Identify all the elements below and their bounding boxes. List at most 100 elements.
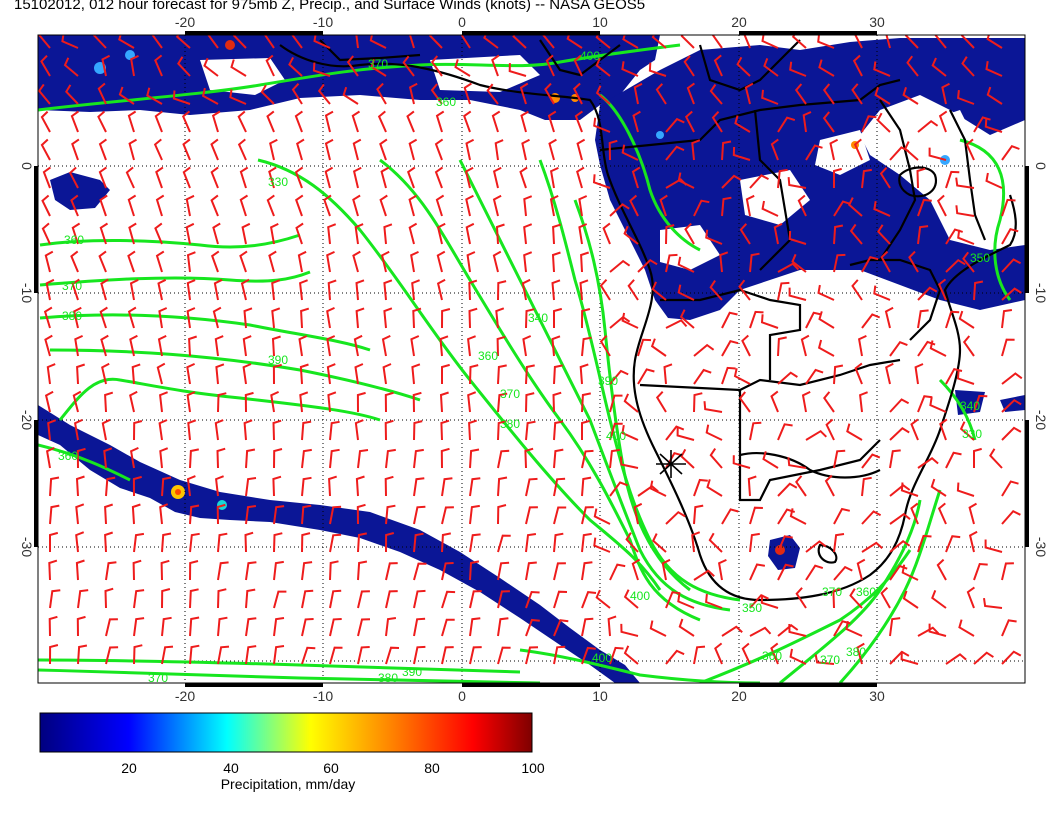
wind-barb-icon [329, 448, 340, 469]
wind-barb-icon [327, 223, 337, 245]
wind-barb-icon [454, 59, 471, 77]
wind-barb-icon [525, 646, 539, 665]
wind-barb-icon [232, 35, 247, 49]
wind-barb-icon [1001, 287, 1022, 301]
wind-barb-icon [665, 425, 685, 441]
wind-barb-icon [574, 110, 583, 133]
wind-barb-icon [581, 308, 591, 329]
wind-barb-icon [917, 534, 932, 553]
wind-barb-icon [73, 418, 83, 441]
wind-barb-icon [441, 646, 454, 665]
wind-barb-icon [637, 368, 655, 385]
wind-barb-icon [352, 194, 361, 217]
wind-barb-icon [214, 335, 224, 357]
wind-barb-icon [861, 313, 881, 329]
wind-barb-icon [441, 363, 450, 384]
wind-barb-icon [663, 363, 673, 385]
wind-barb-icon [677, 593, 695, 609]
wind-barb-icon [544, 82, 555, 105]
wind-barb-icon [41, 222, 51, 245]
wind-barb-icon [655, 391, 667, 413]
wind-barb-icon [243, 419, 253, 441]
wind-barb-icon [917, 309, 929, 329]
wind-barb-icon [665, 591, 681, 609]
wind-barb-icon [910, 418, 919, 441]
wind-barb-icon [637, 338, 652, 357]
wind-barb-icon [385, 448, 396, 469]
wind-barb-icon [620, 623, 639, 637]
wind-barb-icon [973, 651, 994, 665]
lon-tick-label: 10 [592, 14, 608, 30]
wind-barb-icon [324, 166, 334, 189]
wind-barb-icon [133, 420, 143, 441]
wind-barb-icon [101, 362, 110, 385]
wind-barb-icon [937, 278, 947, 301]
wind-barb-icon [75, 475, 85, 497]
wind-barb-icon [413, 589, 426, 609]
wind-barb-icon [885, 362, 894, 385]
wind-barb-icon [186, 307, 196, 329]
wind-barb-icon [985, 172, 1003, 189]
wind-barb-icon [945, 451, 962, 469]
wind-barb-icon [973, 116, 991, 133]
wind-barb-icon [229, 89, 247, 105]
wind-barb-icon [983, 597, 1003, 609]
wind-barb-icon [846, 423, 863, 441]
wind-barb-icon [301, 561, 313, 581]
wind-barb-icon [1001, 509, 1021, 525]
wind-barb-icon [777, 371, 798, 385]
colorbar-tick-label: 20 [121, 760, 137, 776]
wind-barb-icon [968, 502, 978, 525]
wind-barb-icon [717, 558, 727, 581]
wind-barb-icon [383, 279, 393, 301]
wind-barb-icon [581, 591, 597, 609]
wind-barb-icon [545, 54, 555, 77]
wind-barb-icon [520, 110, 529, 133]
wind-barb-icon [787, 177, 807, 189]
wind-barb-icon [99, 222, 109, 245]
wind-barb-icon [441, 618, 455, 637]
wind-barb-icon [188, 335, 198, 357]
wind-barb-icon [128, 138, 138, 161]
wind-barb-icon [547, 110, 557, 133]
wind-barb-icon [732, 146, 751, 161]
wind-barb-icon [436, 250, 446, 273]
wind-barb-icon [693, 199, 710, 217]
wind-barb-icon [383, 307, 393, 329]
wind-barb-icon [127, 110, 137, 133]
wind-barb-icon [659, 194, 668, 217]
wind-barb-icon [683, 55, 695, 77]
wind-barb-icon [161, 645, 174, 665]
wind-barb-icon [680, 35, 695, 49]
wind-barb-icon [553, 364, 563, 385]
wind-barb-icon [553, 307, 563, 328]
wind-barb-icon [239, 166, 249, 189]
wind-barb-icon [985, 61, 1003, 77]
wind-barb-icon [621, 61, 639, 77]
wind-barb-icon [42, 166, 51, 189]
wind-barb-icon [491, 54, 500, 77]
wind-barb-icon [677, 284, 695, 301]
contour-label: 340 [960, 399, 980, 413]
wind-barb-icon [955, 177, 975, 189]
wind-barb-icon [44, 390, 54, 413]
wind-barb-icon [273, 532, 283, 553]
wind-barb-icon [519, 166, 528, 189]
wind-barb-icon [609, 563, 626, 581]
wind-barb-icon [301, 646, 316, 665]
wind-barb-icon [73, 306, 82, 329]
wind-barb-icon [833, 200, 851, 217]
wind-barb-icon [609, 481, 628, 497]
wind-barb-icon [189, 532, 200, 553]
wind-barb-icon [818, 59, 835, 77]
contour-label: 360 [856, 585, 876, 599]
colorbar-tick-label: 40 [223, 760, 239, 776]
wind-barb-icon [649, 480, 667, 497]
wind-barb-icon [63, 57, 79, 77]
wind-barb-icon [693, 504, 704, 525]
wind-barb-icon [879, 167, 891, 189]
wind-barb-icon [357, 646, 370, 665]
wind-barb-icon [791, 35, 807, 49]
wind-barb-icon [105, 476, 116, 497]
wind-barb-icon [931, 590, 947, 609]
